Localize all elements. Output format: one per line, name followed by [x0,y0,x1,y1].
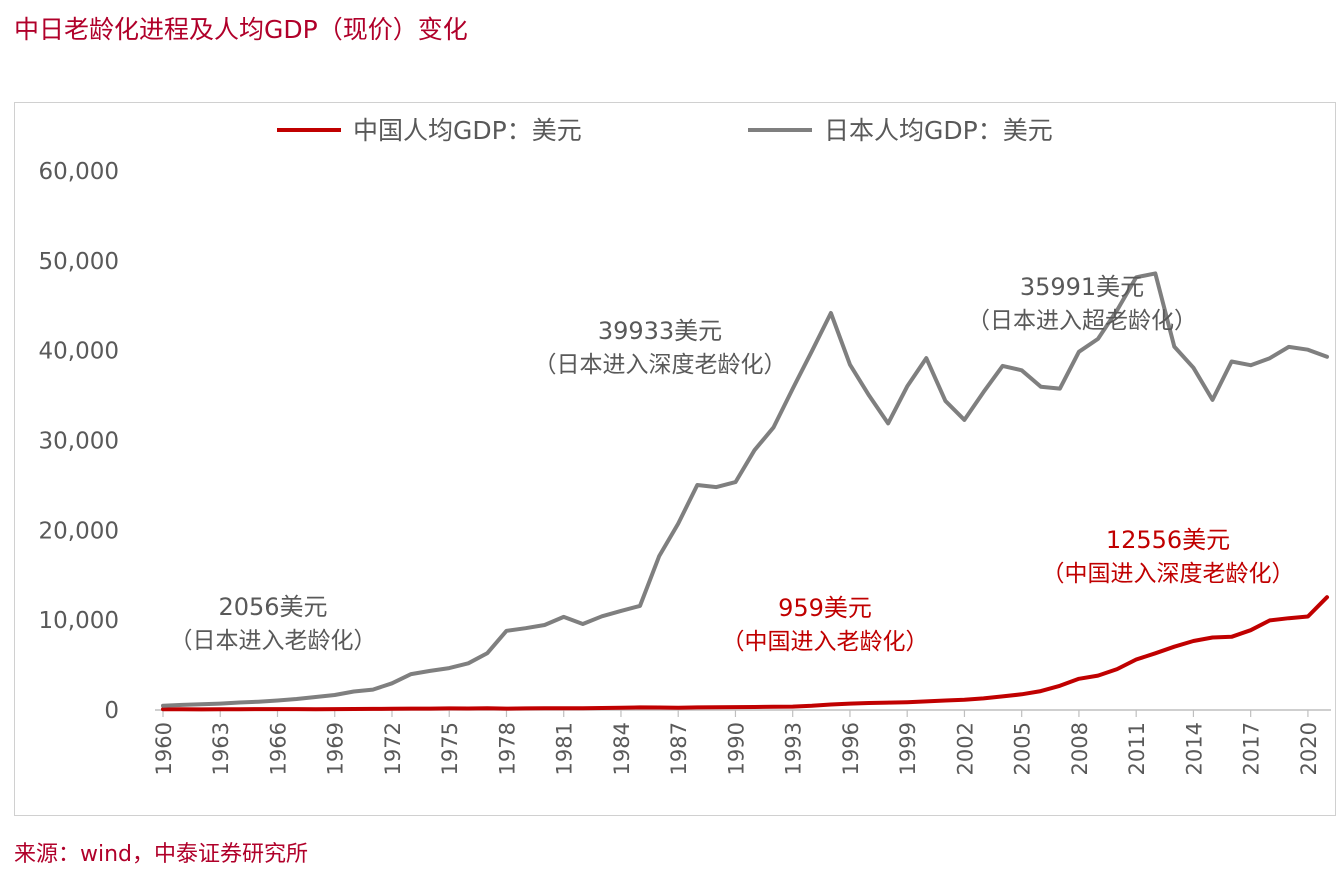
y-tick-label: 30,000 [39,429,119,455]
annotation-value: 39933美元 [598,317,722,345]
x-tick-label: 2017 [1240,722,1264,775]
chart-frame: 0 10,000 20,000 30,000 40,000 50,000 60,000 196… [14,102,1336,816]
x-tick-label: 2002 [953,722,977,775]
y-tick-label: 50,000 [39,249,119,275]
annotation-label: （日本进入超老龄化） [967,308,1197,334]
annotation-value: 2056美元 [218,593,327,621]
legend-label: 日本人均GDP：美元 [824,116,1053,145]
x-tick-label: 1993 [782,722,806,775]
x-tick-label: 1963 [209,722,233,775]
x-tick-label: 1972 [381,722,405,775]
x-tick-label: 2011 [1125,722,1149,775]
annotation-value: 35991美元 [1020,273,1144,301]
annotation-label: （日本进入老龄化） [170,628,377,654]
x-tick-label: 2014 [1182,722,1206,775]
source-note: 来源：wind，中泰证券研究所 [14,842,309,867]
china-gdp-line [161,595,1329,712]
legend-label: 中国人均GDP：美元 [353,116,582,145]
x-tick-label: 1996 [839,722,863,775]
japan-gdp-line [161,271,1329,708]
annotation-value: 959美元 [778,594,872,622]
y-tick-label: 40,000 [39,339,119,365]
y-tick-label: 60,000 [39,159,119,185]
x-tick-label: 1975 [438,722,462,775]
x-tick-label: 1969 [324,722,348,775]
x-tick-label: 2008 [1068,722,1092,775]
line-chart: 0 10,000 20,000 30,000 40,000 50,000 60,000 196… [39,116,1331,775]
annotation-label: （中国进入老龄化） [722,629,929,655]
x-tick-label: 2020 [1297,722,1321,775]
x-tick-label: 1990 [724,722,748,775]
annotation-value: 12556美元 [1106,526,1230,554]
x-tick-label: 1960 [152,722,176,775]
x-tick-label: 1999 [896,722,920,775]
page-title: 中日老龄化进程及人均GDP（现价）变化 [14,15,468,44]
y-tick-label: 20,000 [39,518,119,544]
x-tick-label: 1966 [266,722,290,775]
x-tick-label: 2005 [1011,722,1035,775]
x-tick-label: 1981 [553,722,577,775]
x-tick-label: 1978 [495,722,519,775]
x-tick-label: 1987 [667,722,691,775]
annotation-label: （中国进入深度老龄化） [1042,561,1295,587]
annotation-label: （日本进入深度老龄化） [534,352,787,378]
y-tick-label: 10,000 [39,608,119,634]
y-tick-label: 0 [104,698,119,724]
x-tick-label: 1984 [610,722,634,775]
